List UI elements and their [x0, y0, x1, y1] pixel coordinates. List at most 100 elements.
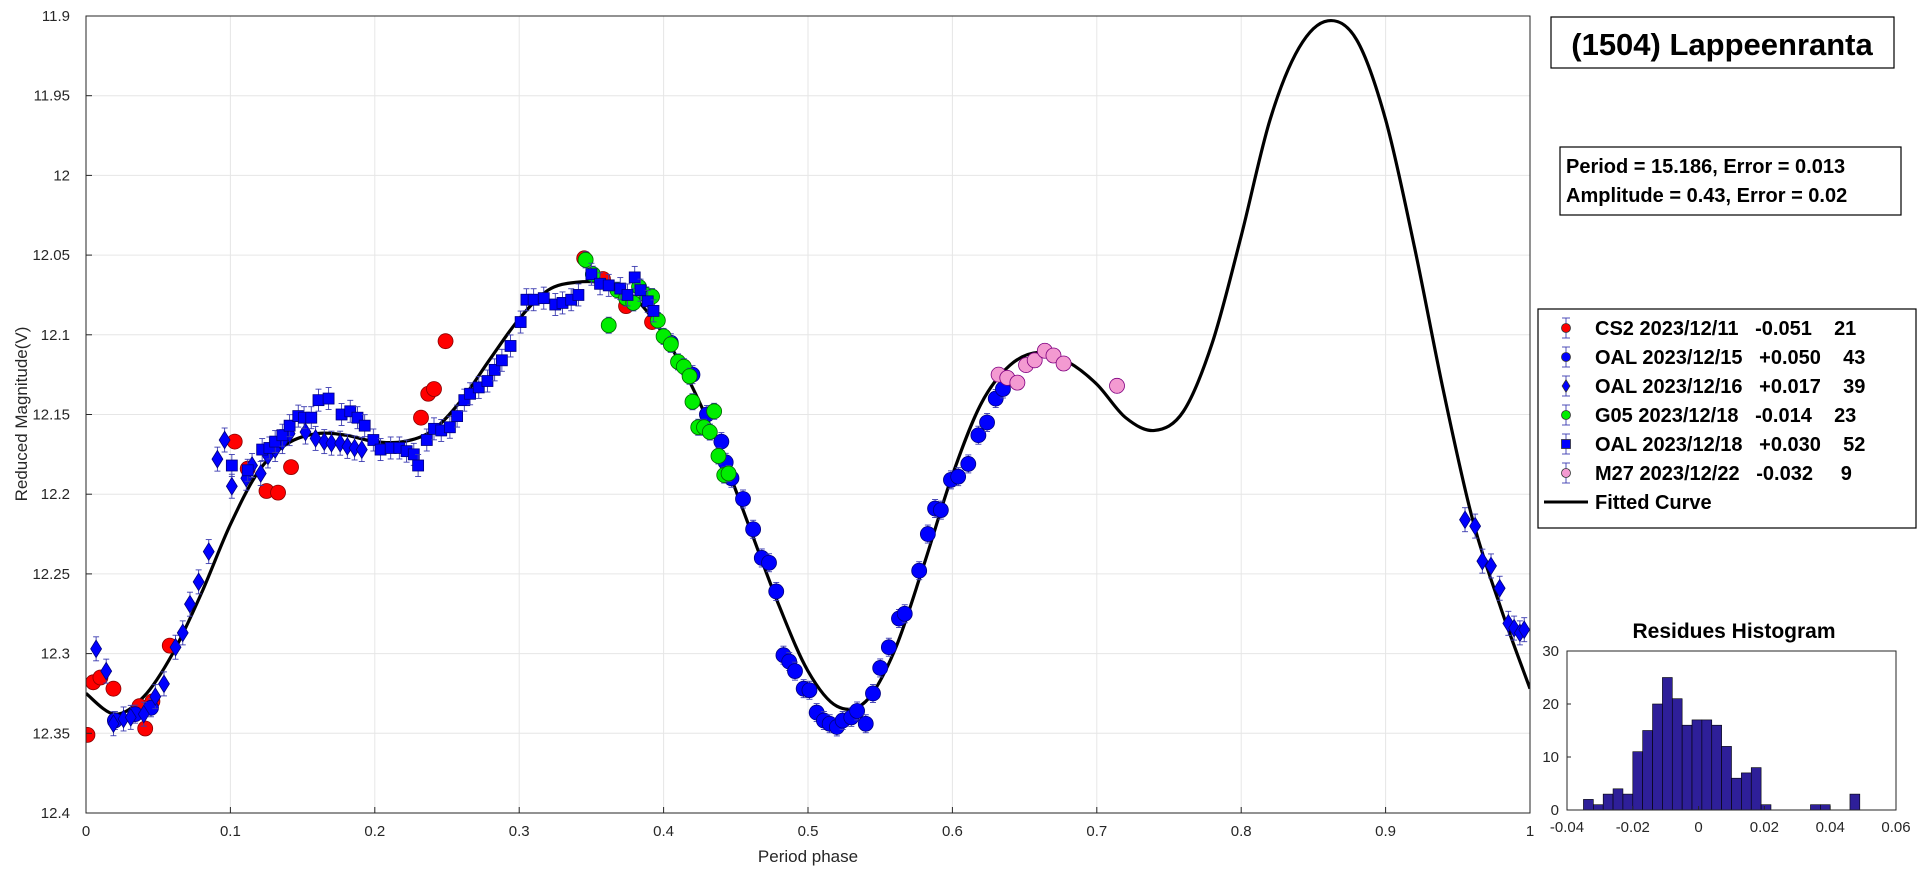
histogram-bar	[1652, 703, 1663, 811]
oal-1215-point	[880, 639, 897, 656]
legend-label: OAL 2023/12/18 +0.030 52	[1595, 434, 1865, 456]
histogram-bar	[1681, 724, 1693, 811]
histogram-bar	[1810, 804, 1821, 811]
main-grid	[86, 16, 1530, 813]
oal-1216-point	[1459, 510, 1471, 530]
histogram-bar	[1741, 772, 1752, 811]
hist-y-tick-label: 10	[1542, 749, 1559, 766]
m27-1222-point	[1026, 352, 1043, 369]
oal-1215-point	[865, 685, 881, 702]
m27-1222-point	[1109, 377, 1125, 394]
y-tick-label: 11.9	[42, 8, 70, 25]
histogram-bar	[1602, 793, 1614, 811]
y-tick-label: 12.35	[32, 725, 70, 742]
oal-1216-point	[169, 637, 182, 657]
oal-1218-point	[602, 279, 615, 292]
oal-1216-point	[1508, 618, 1521, 638]
oal-1215-point	[735, 491, 751, 507]
hist-x-tick-label: 0.04	[1816, 819, 1845, 836]
oal-1218-point	[367, 434, 380, 446]
legend: CS2 2023/12/11 -0.051 21 OAL 2023/12/15 +…	[1544, 317, 1865, 514]
g05-1218-point	[577, 251, 594, 268]
hist-x-tick-label: 0.02	[1750, 819, 1779, 836]
oal-1218-point	[572, 289, 585, 301]
histogram-bar	[1849, 793, 1861, 811]
x-tick-label: 0.2	[364, 823, 385, 840]
oal-1218-point	[322, 392, 335, 405]
legend-item: G05 2023/12/18 -0.014 23	[1561, 404, 1856, 427]
oal-1218-point	[443, 421, 456, 434]
oal-1216-point	[149, 687, 162, 707]
x-tick-label: 0.9	[1375, 823, 1396, 840]
histogram-bar	[1593, 804, 1604, 811]
oal-1216-point	[1469, 516, 1482, 536]
legend-marker-swatch	[1561, 468, 1571, 478]
m27-1222-point	[1055, 355, 1072, 372]
main-axes-ticks: 0 0.1 0.2 0.3 0.4 0.5 0.6 0.7 0.8 0.9 1 11.9 11.95 12…	[32, 8, 1534, 840]
oal-1215-point	[950, 468, 967, 485]
oal-1218-point	[621, 289, 634, 301]
y-tick-label: 12.4	[41, 805, 70, 822]
x-axis-label: Period phase	[758, 847, 858, 866]
cs2-1211-point	[86, 726, 96, 743]
oal-1215-point	[849, 703, 865, 719]
histogram-bar	[1750, 767, 1762, 811]
y-tick-label: 11.95	[34, 88, 70, 105]
amplitude-text: Amplitude = 0.43, Error = 0.02	[1566, 185, 1847, 207]
oal-1218-point	[647, 304, 660, 317]
y-tick-label: 12.1	[41, 327, 70, 344]
legend-marker-swatch	[1561, 410, 1571, 420]
data-points	[86, 250, 1530, 743]
legend-item: OAL 2023/12/18 +0.030 52	[1561, 433, 1865, 456]
oal-1218-point	[464, 387, 477, 400]
y-tick-label: 12.3	[41, 646, 70, 663]
x-tick-label: 0.3	[509, 823, 530, 840]
oal-1215-point	[932, 502, 949, 519]
hist-x-tick-label: -0.02	[1616, 819, 1650, 836]
legend-marker-swatch	[1561, 323, 1571, 333]
legend-item: OAL 2023/12/16 +0.017 39	[1561, 375, 1865, 398]
oal-1215-point	[919, 526, 936, 542]
histogram-bar	[1622, 793, 1634, 811]
g05-1218-point	[684, 393, 701, 410]
oal-1218-point	[312, 394, 325, 407]
histogram-bar	[1731, 777, 1742, 811]
hist-y-tick-label: 20	[1542, 696, 1559, 713]
hist-x-tick-label: 0.06	[1881, 819, 1910, 836]
legend-label: OAL 2023/12/16 +0.017 39	[1595, 376, 1865, 398]
x-tick-label: 0.5	[798, 823, 819, 840]
g05-1218-point	[701, 424, 718, 440]
g05-1218-point	[662, 336, 679, 353]
oal-1215-point	[872, 660, 889, 676]
oal-1216-point	[348, 438, 361, 458]
oal-1218-point	[537, 292, 550, 305]
cs2-1211-point	[437, 333, 454, 350]
oal-1218-point	[451, 410, 464, 422]
oal-1216-point	[355, 440, 368, 460]
oal-1216-point	[107, 714, 120, 734]
histogram-bar	[1711, 724, 1722, 811]
oal-1215-point	[857, 715, 874, 732]
histogram-bar	[1760, 804, 1772, 811]
oal-1216-point	[318, 432, 331, 452]
histogram-bar	[1820, 804, 1831, 811]
oal-1216-point	[124, 707, 137, 727]
histogram-bar	[1691, 719, 1703, 811]
legend-item: Fitted Curve	[1544, 492, 1712, 514]
legend-item: M27 2023/12/22 -0.032 9	[1561, 462, 1852, 485]
oal-1215-point	[979, 414, 995, 431]
cs2-1211-point	[426, 381, 442, 397]
oal-1216-point	[137, 704, 150, 724]
oal-1215-point	[787, 663, 803, 680]
chart-title: (1504) Lappeenranta	[1571, 27, 1873, 62]
oal-1216-point	[1493, 578, 1506, 598]
oal-1218-point	[504, 340, 517, 352]
oal-1215-point	[970, 427, 987, 444]
legend-label: M27 2023/12/22 -0.032 9	[1595, 463, 1852, 485]
x-tick-label: 0.1	[220, 823, 241, 840]
histogram-bar	[1662, 677, 1673, 811]
g05-1218-point	[720, 465, 737, 482]
oal-1216-point	[1518, 620, 1530, 640]
y-tick-label: 12.25	[32, 566, 70, 583]
